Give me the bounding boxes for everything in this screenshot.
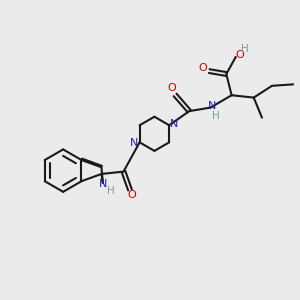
Text: O: O: [168, 83, 176, 94]
Text: H: H: [212, 111, 220, 121]
Text: O: O: [198, 63, 207, 73]
Text: N: N: [99, 178, 108, 189]
Text: O: O: [127, 190, 136, 200]
Text: N: N: [170, 119, 179, 129]
Text: O: O: [235, 50, 244, 60]
Text: H: H: [107, 186, 115, 196]
Text: H: H: [241, 44, 249, 54]
Text: N: N: [130, 138, 139, 148]
Text: N: N: [208, 101, 216, 111]
